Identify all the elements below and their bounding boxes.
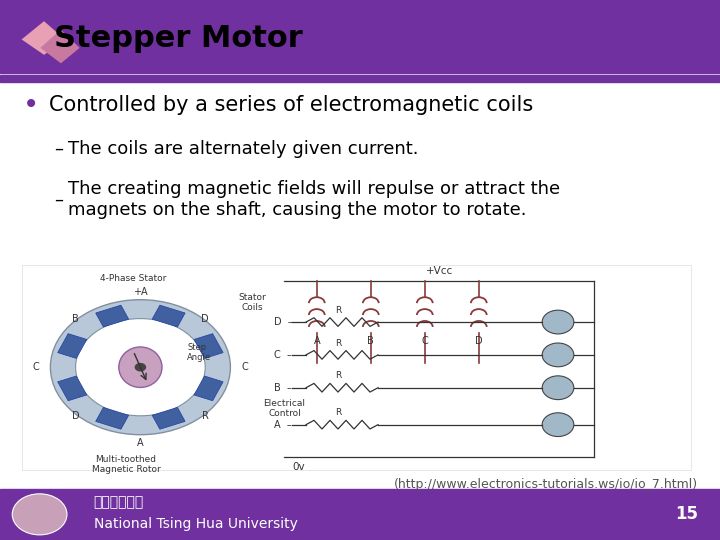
Polygon shape [22, 21, 65, 55]
Polygon shape [152, 407, 185, 429]
Text: (http://www.electronics-tutorials.ws/io/io_7.html): (http://www.electronics-tutorials.ws/io/… [395, 478, 698, 491]
Text: +Vcc: +Vcc [426, 266, 453, 276]
Text: The coils are alternately given current.: The coils are alternately given current. [68, 139, 419, 158]
Bar [0, 75, 720, 82]
Text: Electrical
Control: Electrical Control [264, 399, 305, 418]
Text: 國立清華大學: 國立清華大學 [94, 496, 144, 509]
Polygon shape [194, 376, 223, 401]
Text: •: • [23, 91, 40, 119]
Text: D  –: D – [274, 317, 292, 327]
Text: National Tsing Hua University: National Tsing Hua University [94, 517, 297, 531]
Text: R: R [336, 339, 341, 348]
Bar [0, 0, 720, 73]
Polygon shape [152, 305, 185, 327]
Circle shape [12, 494, 67, 535]
Text: Controlled by a series of electromagnetic coils: Controlled by a series of electromagneti… [49, 95, 534, 116]
Text: A  –: A – [274, 420, 292, 430]
Text: C  –: C – [274, 350, 292, 360]
Text: Stepper Motor: Stepper Motor [54, 24, 302, 53]
Text: –: – [54, 191, 63, 209]
Text: A: A [313, 336, 320, 346]
Circle shape [135, 363, 146, 372]
Polygon shape [194, 334, 223, 359]
Text: 15: 15 [675, 505, 698, 523]
Text: Stator
Coils: Stator Coils [238, 293, 266, 312]
Text: –: – [54, 139, 63, 158]
Text: B: B [72, 314, 79, 323]
Text: D: D [72, 411, 79, 421]
Text: D: D [202, 314, 209, 323]
Text: 0v: 0v [292, 462, 305, 472]
Circle shape [542, 310, 574, 334]
Text: Multi-toothed
Magnetic Rotor: Multi-toothed Magnetic Rotor [91, 455, 161, 474]
Text: R: R [336, 372, 341, 380]
Text: B: B [367, 336, 374, 346]
Text: +A: +A [133, 287, 148, 296]
Text: C: C [33, 362, 40, 372]
Text: C: C [421, 336, 428, 346]
Text: D: D [475, 336, 482, 346]
Text: 4-Phase Stator: 4-Phase Stator [100, 274, 166, 282]
Text: C: C [241, 362, 248, 372]
Text: Step
Angle: Step Angle [187, 343, 212, 362]
Polygon shape [58, 376, 87, 401]
Circle shape [542, 376, 574, 400]
Circle shape [50, 300, 230, 435]
Polygon shape [58, 334, 87, 359]
Bar [0, 489, 720, 540]
Polygon shape [96, 407, 129, 429]
Circle shape [542, 343, 574, 367]
Text: R: R [336, 408, 341, 417]
Ellipse shape [119, 347, 162, 388]
Bar [22, 265, 691, 470]
Text: R: R [336, 306, 341, 315]
Text: The creating magnetic fields will repulse or attract the
magnets on the shaft, c: The creating magnetic fields will repuls… [68, 180, 561, 219]
Circle shape [542, 413, 574, 436]
Polygon shape [96, 305, 129, 327]
Circle shape [76, 319, 205, 416]
Polygon shape [40, 30, 80, 63]
Text: B  –: B – [274, 383, 292, 393]
Text: R: R [202, 411, 209, 421]
Text: A: A [137, 438, 144, 448]
